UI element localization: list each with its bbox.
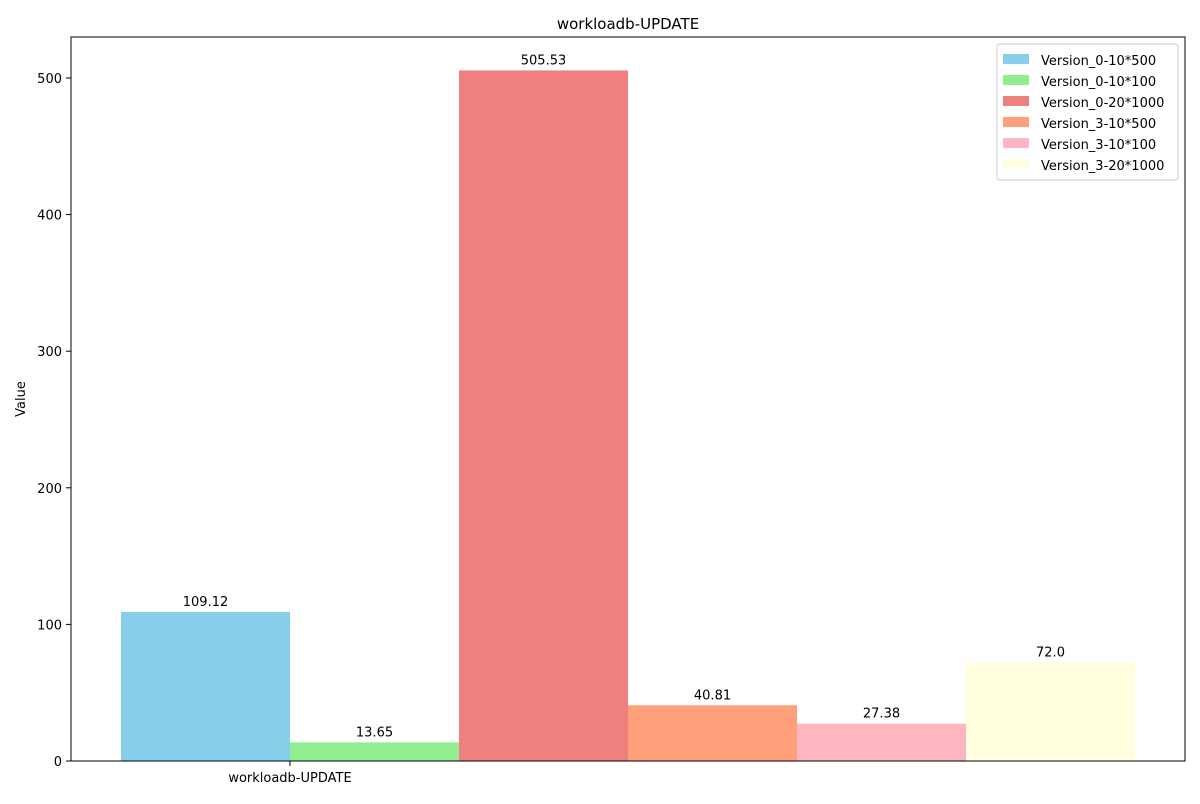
- bar-value-label: 40.81: [694, 688, 731, 703]
- y-tick-label: 100: [37, 618, 62, 633]
- legend-label: Version_0-10*100: [1041, 75, 1156, 90]
- y-tick-label: 200: [37, 482, 62, 497]
- legend-label: Version_0-10*500: [1041, 54, 1156, 69]
- bar-value-label: 13.65: [356, 725, 393, 740]
- legend-box: [996, 43, 1179, 181]
- legend-swatch: [1003, 117, 1029, 127]
- bar-value-label: 72.0: [1036, 646, 1065, 661]
- bar: [459, 70, 628, 761]
- bar: [966, 662, 1135, 761]
- legend-label: Version_3-10*100: [1041, 138, 1156, 153]
- y-axis-label: Value: [14, 381, 29, 417]
- bar: [290, 742, 459, 761]
- x-axis: workloadb-UPDATE: [228, 761, 352, 786]
- legend-swatch: [1003, 138, 1029, 148]
- bar-value-label: 27.38: [863, 707, 900, 722]
- x-tick-label: workloadb-UPDATE: [228, 771, 351, 786]
- legend-swatch: [1003, 96, 1029, 106]
- bar-value-labels: 109.12 13.65 505.53 40.81 27.38 72.0: [183, 53, 1065, 740]
- legend-label: Version_3-20*1000: [1041, 159, 1164, 174]
- bar: [797, 723, 966, 761]
- bars-layer: [121, 70, 1135, 761]
- bar-value-label: 505.53: [521, 53, 567, 68]
- bar: [628, 705, 797, 761]
- legend-label: Version_0-20*1000: [1041, 96, 1164, 111]
- y-tick-label: 400: [37, 209, 62, 224]
- plot-frame: [70, 36, 1186, 762]
- bar-value-label: 109.12: [183, 595, 229, 610]
- legend-swatch: [1003, 159, 1029, 169]
- chart-title: workloadb-UPDATE: [557, 15, 699, 33]
- legend-swatch: [1003, 75, 1029, 85]
- y-axis: 0 100 200 300 400 500: [37, 72, 71, 770]
- y-tick-label: 0: [54, 755, 62, 770]
- y-tick-label: 500: [37, 72, 62, 87]
- bar: [121, 611, 290, 761]
- legend-swatch: [1003, 54, 1029, 64]
- legend-label: Version_3-10*500: [1041, 117, 1156, 132]
- legend: Version_0-10*500 Version_0-10*100 Version_…: [996, 43, 1179, 181]
- y-tick-label: 300: [37, 345, 62, 360]
